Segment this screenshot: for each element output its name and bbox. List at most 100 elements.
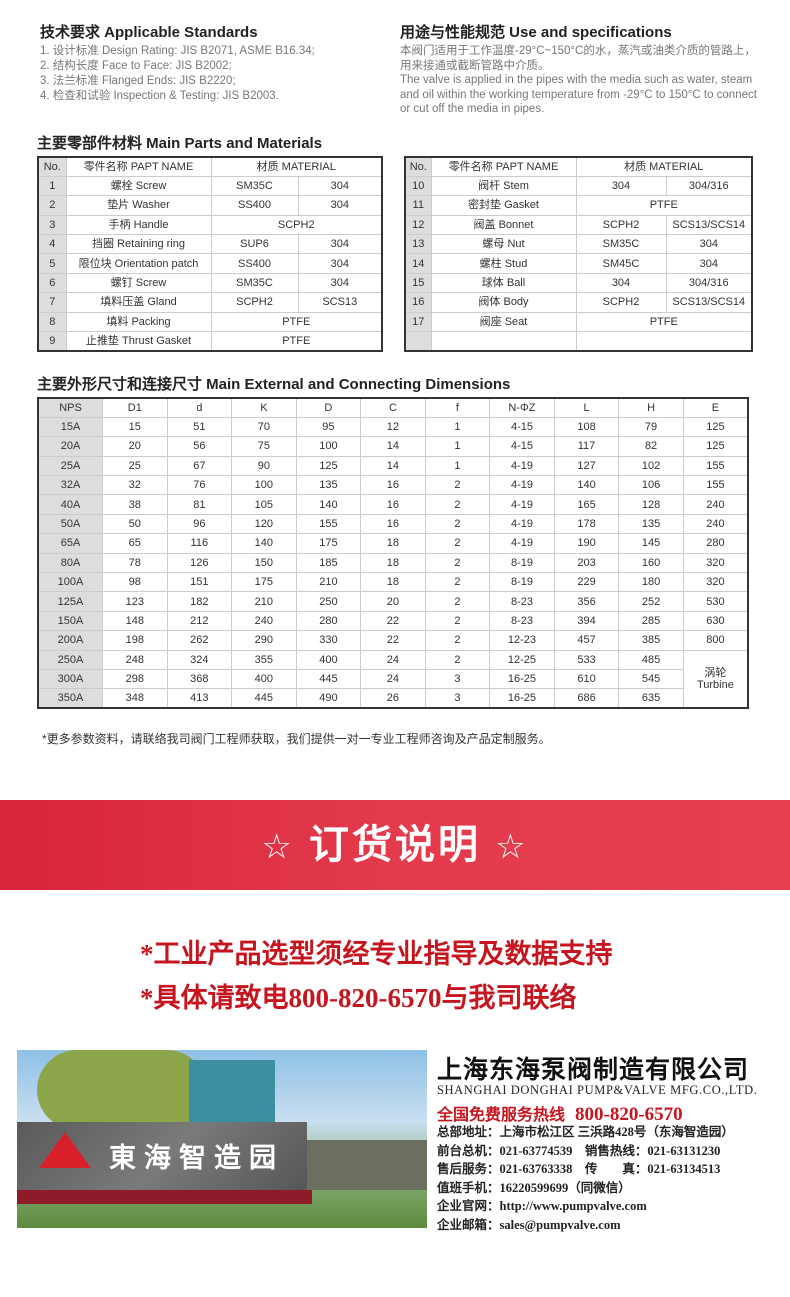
table-cell: 1	[424, 436, 491, 457]
table-cell: 182	[166, 591, 233, 612]
table-cell: 4-19	[489, 513, 555, 535]
table-cell: 100	[231, 475, 297, 496]
table-cell: 304/316	[665, 272, 753, 294]
table-row: 4 挡圈 Retaining ring SUP6 304	[37, 234, 383, 255]
table-cell: 螺栓 Screw	[65, 175, 212, 197]
table-cell: 185	[295, 552, 362, 574]
table-cell: 304	[575, 272, 667, 294]
table-row: 150A 148 212 240 280 22 2 8-23 394 285 630	[37, 610, 749, 632]
table-row: 9 止推垫 Thrust Gasket PTFE	[37, 331, 383, 352]
table-cell: 355	[231, 649, 297, 670]
table-row: 80A 78 126 150 185 18 2 8-19 203 160 320	[37, 552, 749, 574]
table-cell: 79	[618, 416, 684, 438]
table-cell: 16	[360, 513, 426, 535]
table-cell: 135	[618, 513, 684, 535]
table-row: 125A 123 182 210 250 20 2 8-23 356 252 530	[37, 591, 749, 612]
table-cell: 4-19	[489, 494, 555, 515]
table-cell: 38	[102, 494, 168, 515]
table-cell: 56	[166, 436, 233, 457]
table-cell: 18	[360, 572, 426, 593]
standard-item: 2. 结构长度 Face to Face: JIS B2002;	[40, 60, 232, 72]
table-cell: 155	[682, 455, 749, 477]
table-cell: 阀体 Body	[430, 292, 577, 313]
use-text-en: The valve is applied in the pipes with t…	[400, 74, 757, 115]
table-cell: 240	[682, 494, 749, 515]
table-cell: 126	[166, 552, 233, 574]
table-cell: 2	[424, 513, 491, 535]
table-cell: 2	[424, 630, 491, 651]
table-header-row: No. 零件名称 PAPT NAME 材质 MATERIAL	[37, 156, 383, 177]
table-cell: 3	[424, 688, 491, 709]
building	[189, 1060, 275, 1125]
table-cell: 304	[297, 272, 383, 294]
flower-bed	[17, 1190, 312, 1204]
table-cell: 125	[295, 455, 362, 477]
table-cell: 140	[231, 533, 297, 554]
table-cell: 330	[295, 630, 362, 651]
turbine-cell: 涡轮 Turbine	[682, 649, 749, 709]
table-cell: SCPH2	[575, 292, 667, 313]
table-cell: 290	[231, 630, 297, 651]
table-cell: PTFE	[210, 331, 383, 352]
table-cell: N-ΦZ	[489, 397, 555, 418]
table-cell: 阀盖 Bonnet	[430, 214, 577, 236]
table-cell: 1	[424, 455, 491, 477]
table-row: 16 阀体 Body SCPH2 SCS13/SCS14	[404, 292, 753, 313]
table-cell: 304	[297, 234, 383, 255]
table-row: 100A 98 151 175 210 18 2 8-19 229 180 320	[37, 572, 749, 593]
hotline-number[interactable]: 800-820-6570	[575, 1104, 683, 1125]
website-link[interactable]: 企业官网：http://www.pumpvalve.com	[437, 1199, 647, 1213]
table-cell: 止推垫 Thrust Gasket	[65, 331, 212, 352]
table-cell: 198	[102, 630, 168, 651]
table-cell: 400	[231, 668, 297, 690]
table-cell: 350A	[37, 688, 104, 709]
table-cell: 140	[295, 494, 362, 515]
table-cell: 175	[295, 533, 362, 554]
table-cell: 垫片 Washer	[65, 195, 212, 216]
table-cell: SCS13	[297, 292, 383, 313]
table-cell: 125A	[37, 591, 104, 612]
email-link[interactable]: 企业邮箱：sales@pumpvalve.com	[437, 1217, 621, 1232]
table-cell: 4-15	[489, 436, 555, 457]
table-cell: 320	[682, 552, 749, 574]
phone-line: 售后服务：021-63763338 传 真：021-63134513	[437, 1162, 721, 1176]
table-cell: 2	[424, 533, 491, 554]
table-cell: 4	[37, 234, 67, 255]
table-row: 3 手柄 Handle SCPH2	[37, 214, 383, 236]
table-cell: 800	[682, 630, 749, 651]
table-cell: 385	[618, 630, 684, 651]
table-cell: 212	[166, 610, 233, 632]
table-cell: 102	[618, 455, 684, 477]
table-cell: 81	[166, 494, 233, 515]
company-photo: 東海智造园	[17, 1050, 427, 1228]
table-cell: 阀座 Seat	[430, 311, 577, 333]
table-row: 11 密封垫 Gasket PTFE	[404, 195, 753, 216]
table-cell: 8-19	[489, 572, 555, 593]
table-cell: 密封垫 Gasket	[430, 195, 577, 216]
standards-title: 技术要求 Applicable Standards	[40, 24, 258, 41]
table-cell: 120	[231, 513, 297, 535]
order-line: *工业产品选型须经专业指导及数据支持	[140, 939, 613, 969]
table-cell: 18	[360, 533, 426, 554]
table-cell: 14	[360, 455, 426, 477]
table-cell: 190	[553, 533, 620, 554]
table-cell: 15	[102, 416, 168, 438]
table-cell: 304	[297, 195, 383, 216]
table-cell: 15	[404, 272, 432, 294]
table-cell: 22	[360, 610, 426, 632]
table-cell: 485	[618, 649, 684, 670]
table-cell: 16	[360, 475, 426, 496]
table-cell: PTFE	[575, 195, 753, 216]
table-row: 14 螺柱 Stud SM45C 304	[404, 253, 753, 274]
star-icon: ☆	[261, 828, 295, 866]
tree	[37, 1050, 207, 1130]
table-cell: 14	[404, 253, 432, 274]
table-cell: 20	[360, 591, 426, 612]
table-cell: 12-23	[489, 630, 555, 651]
table-cell: 2	[424, 494, 491, 515]
table-row: 2 垫片 Washer SS400 304	[37, 195, 383, 216]
table-cell: 3	[424, 668, 491, 690]
table-cell: 16	[360, 494, 426, 515]
